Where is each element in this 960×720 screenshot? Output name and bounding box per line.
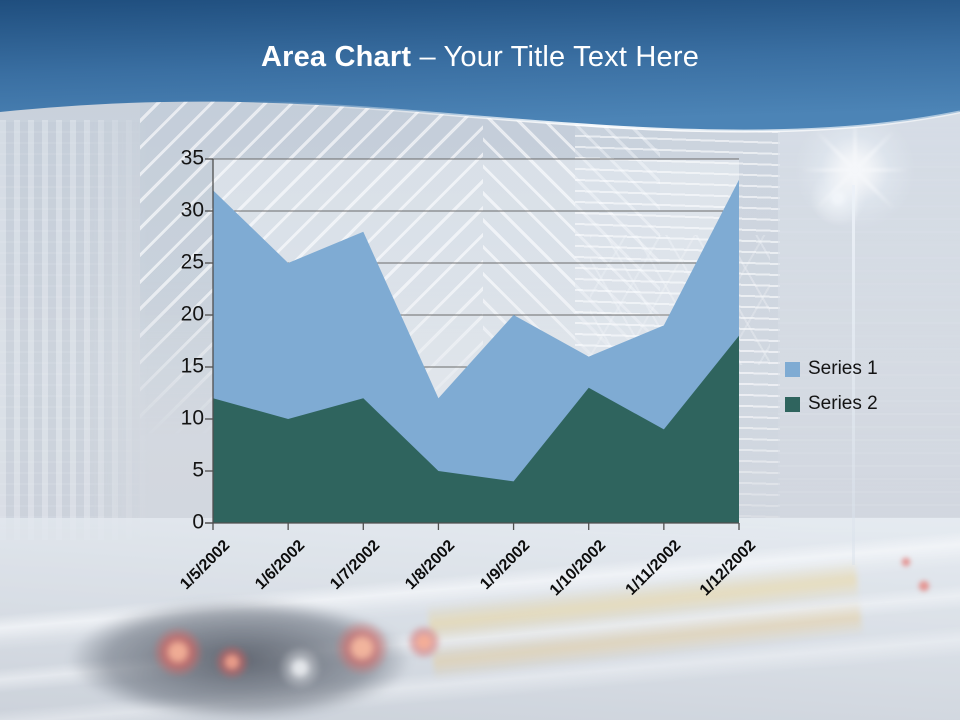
legend-item-2: Series 2 bbox=[785, 391, 878, 417]
lamp-pole bbox=[852, 185, 855, 565]
y-tick-label: 35 bbox=[180, 146, 204, 170]
legend-item-1: Series 1 bbox=[785, 356, 878, 382]
y-tick-label: 30 bbox=[180, 198, 204, 222]
y-tick-label: 10 bbox=[180, 406, 204, 430]
slide-title-bold: Area Chart bbox=[260, 41, 412, 73]
slide-title-rest: – Your Title Text Here bbox=[411, 41, 700, 73]
header-wave bbox=[0, 0, 960, 133]
legend-label: Series 2 bbox=[808, 393, 878, 414]
area-series-2 bbox=[213, 335, 739, 523]
y-tick-label: 0 bbox=[192, 510, 204, 534]
chart-plot-area bbox=[205, 158, 740, 530]
legend-swatch-icon bbox=[785, 361, 800, 377]
y-tick-label: 15 bbox=[180, 354, 204, 378]
y-tick-label: 20 bbox=[180, 302, 204, 326]
slide-title: Area Chart – Your Title Text Here bbox=[0, 40, 960, 74]
y-tick-label: 5 bbox=[192, 458, 204, 482]
chart-legend: Series 1 Series 2 bbox=[785, 356, 878, 426]
y-tick-label: 25 bbox=[180, 250, 204, 274]
legend-label: Series 1 bbox=[808, 358, 878, 379]
legend-swatch-icon bbox=[785, 396, 800, 412]
area-chart-svg bbox=[205, 158, 740, 530]
